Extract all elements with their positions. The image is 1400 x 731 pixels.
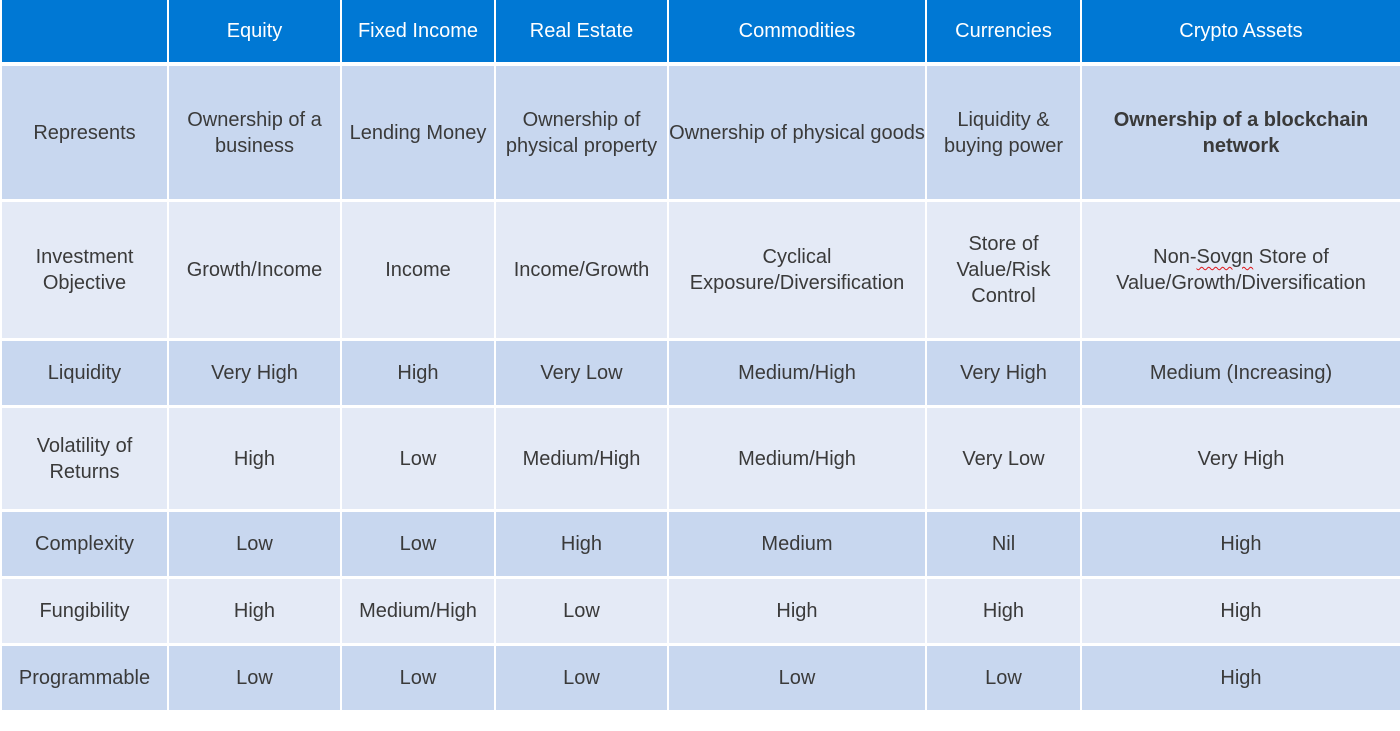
table-cell: Growth/Income	[167, 199, 342, 340]
column-header-fixed-income: Fixed Income	[340, 0, 496, 66]
table-cell: Low	[340, 405, 496, 511]
table-cell: High	[494, 509, 669, 578]
table-cell: Medium	[667, 509, 927, 578]
table-cell: Low	[925, 643, 1082, 710]
header-row: Equity Fixed Income Real Estate Commodit…	[0, 0, 1400, 66]
table-cell: High	[167, 405, 342, 511]
text-segment: Non-	[1153, 246, 1197, 268]
table-cell: Low	[340, 509, 496, 578]
table-cell: Very Low	[494, 338, 669, 407]
column-header-equity: Equity	[167, 0, 342, 66]
table-cell: Very Low	[925, 405, 1082, 511]
row-label: Liquidity	[0, 338, 169, 407]
spellcheck-flagged-word: Sovgn	[1196, 246, 1254, 268]
table-cell: High	[925, 576, 1082, 645]
table-cell: High	[1080, 643, 1400, 710]
asset-class-comparison-table: Equity Fixed Income Real Estate Commodit…	[0, 0, 1400, 710]
table-cell: High	[1080, 576, 1400, 645]
table-cell: Very High	[1080, 405, 1400, 511]
row-label: Volatility of Returns	[0, 405, 169, 511]
table-row-investment-objective: Investment Objective Growth/Income Incom…	[0, 199, 1400, 340]
table-cell: Income	[340, 199, 496, 340]
table-cell: Lending Money	[340, 62, 496, 201]
table-cell: Cyclical Exposure/Diversification	[667, 199, 927, 340]
table-cell: Medium/High	[667, 405, 927, 511]
table-cell: Low	[167, 643, 342, 710]
header-corner	[0, 0, 169, 66]
column-header-real-estate: Real Estate	[494, 0, 669, 66]
table-cell: High	[667, 576, 927, 645]
table-cell-highlighted: Ownership of a blockchain network	[1080, 62, 1400, 201]
table-cell: Ownership of a business	[167, 62, 342, 201]
table-row-volatility: Volatility of Returns High Low Medium/Hi…	[0, 405, 1400, 511]
table-cell: Nil	[925, 509, 1082, 578]
table-cell: Low	[340, 643, 496, 710]
column-header-currencies: Currencies	[925, 0, 1082, 66]
table-row-complexity: Complexity Low Low High Medium Nil High	[0, 509, 1400, 578]
table-cell: Low	[667, 643, 927, 710]
table-cell: Medium/High	[340, 576, 496, 645]
table-cell: Medium/High	[667, 338, 927, 407]
table-row-represents: Represents Ownership of a business Lendi…	[0, 62, 1400, 201]
table-row-programmable: Programmable Low Low Low Low Low High	[0, 643, 1400, 710]
table-cell: Ownership of physical goods	[667, 62, 927, 201]
table-row-fungibility: Fungibility High Medium/High Low High Hi…	[0, 576, 1400, 645]
table-cell: High	[340, 338, 496, 407]
table-cell: High	[1080, 509, 1400, 578]
table-cell-crypto-objective: Non-Sovgn Store of Value/Growth/Diversif…	[1080, 199, 1400, 340]
table-cell: Income/Growth	[494, 199, 669, 340]
row-label: Investment Objective	[0, 199, 169, 340]
row-label: Fungibility	[0, 576, 169, 645]
column-header-commodities: Commodities	[667, 0, 927, 66]
table-cell: Medium/High	[494, 405, 669, 511]
table-cell: Ownership of physical property	[494, 62, 669, 201]
column-header-crypto-assets: Crypto Assets	[1080, 0, 1400, 66]
table-cell: Low	[494, 576, 669, 645]
table-cell: Very High	[167, 338, 342, 407]
row-label: Represents	[0, 62, 169, 201]
table-row-liquidity: Liquidity Very High High Very Low Medium…	[0, 338, 1400, 407]
table-cell: Store of Value/Risk Control	[925, 199, 1082, 340]
table-cell: Low	[167, 509, 342, 578]
table-cell: High	[167, 576, 342, 645]
table-cell: Very High	[925, 338, 1082, 407]
text-segment: Store of Value/Growth/Diversification	[1116, 246, 1366, 294]
row-label: Programmable	[0, 643, 169, 710]
table-cell: Liquidity & buying power	[925, 62, 1082, 201]
row-label: Complexity	[0, 509, 169, 578]
table-cell: Medium (Increasing)	[1080, 338, 1400, 407]
table-cell: Low	[494, 643, 669, 710]
